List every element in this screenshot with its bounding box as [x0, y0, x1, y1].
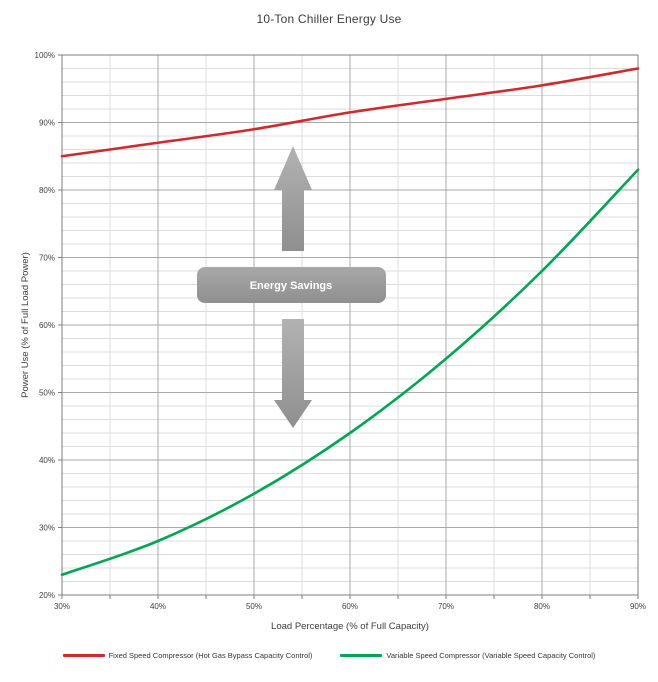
x-tick-label: 70%	[438, 602, 454, 611]
arrow-down-icon	[274, 319, 312, 428]
x-tick-label: 90%	[630, 602, 646, 611]
series-line-0	[60, 67, 640, 158]
x-tick-label: 60%	[342, 602, 358, 611]
energy-savings-box	[197, 267, 386, 303]
x-tick-label: 50%	[246, 602, 262, 611]
legend-item-variable-speed: Variable Speed Compressor (Variable Spee…	[340, 651, 595, 660]
energy-savings-label: Energy Savings	[250, 280, 333, 292]
x-tick-label: 80%	[534, 602, 550, 611]
y-tick-label: 30%	[39, 524, 55, 533]
y-tick-label: 90%	[39, 119, 55, 128]
y-tick-label: 100%	[35, 51, 55, 60]
legend-line-red-icon	[62, 654, 105, 657]
series-lines	[60, 67, 640, 577]
legend-item-fixed-speed: Fixed Speed Compressor (Hot Gas Bypass C…	[62, 651, 313, 660]
y-axis-label: Power Use (% of Full Load Power)	[20, 252, 31, 398]
y-tick-label: 20%	[39, 591, 55, 600]
y-tick-label: 70%	[39, 254, 55, 263]
y-tick-label: 60%	[39, 321, 55, 330]
y-tick-label: 80%	[39, 186, 55, 195]
energy-savings-annotation: Energy Savings	[197, 146, 386, 428]
axis-ticks	[58, 54, 639, 599]
y-tick-label: 50%	[39, 389, 55, 398]
tick-labels: 30% 40% 50% 60% 70% 80% 90% 20% 30% 40% 50% 60% 70% 8…	[35, 51, 646, 611]
major-gridlines	[62, 55, 638, 595]
chart-title: 10-Ton Chiller Energy Use	[256, 12, 402, 26]
x-axis-label: Load Percentage (% of Full Capacity)	[271, 621, 429, 632]
y-tick-label: 40%	[39, 456, 55, 465]
series-line-1	[60, 168, 640, 577]
legend: Fixed Speed Compressor (Hot Gas Bypass C…	[0, 651, 658, 660]
legend-line-green-icon	[340, 654, 383, 657]
x-tick-label: 40%	[150, 602, 166, 611]
arrow-up-icon	[274, 146, 312, 251]
legend-label-variable-speed: Variable Speed Compressor (Variable Spee…	[386, 651, 596, 660]
x-tick-label: 30%	[54, 602, 70, 611]
legend-label-fixed-speed: Fixed Speed Compressor (Hot Gas Bypass C…	[108, 651, 313, 660]
